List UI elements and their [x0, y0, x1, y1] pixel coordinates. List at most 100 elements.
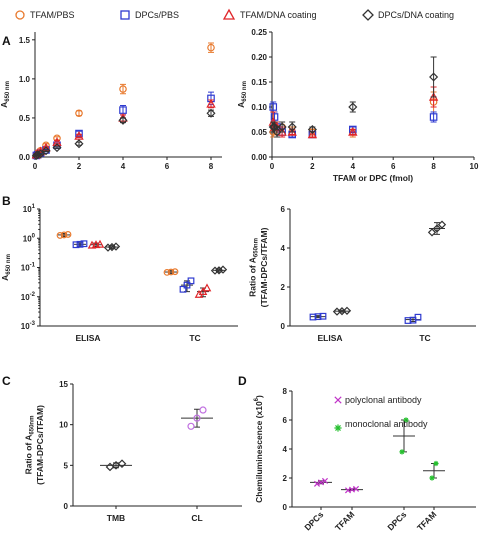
point-dpcs-dna	[277, 122, 287, 132]
point-dpcs-dna	[432, 224, 442, 233]
error-bar-dpcs-dna	[37, 152, 44, 156]
point-tfam-pbs	[171, 268, 179, 276]
x-category-label: TC	[419, 333, 430, 343]
point-polyclonal	[321, 477, 329, 484]
point-dpcs-dna	[103, 243, 113, 252]
point-dpcs-dna	[348, 102, 358, 112]
point-dpcs-dna	[342, 306, 352, 315]
y-axis-label-line1: Ratio of A	[247, 257, 257, 297]
panel-label-b: B	[2, 194, 11, 208]
x-category-label: TC	[189, 333, 200, 343]
point-dpcs-dna	[287, 122, 297, 132]
point-dpcs-dna	[272, 127, 282, 137]
y-axis-label: Chemiluminescence (x106)	[254, 395, 264, 503]
chart-a-right: 0 2 4 6 8 10 0.00 0.05 0.10 0.15 0.20 0.25 A650 nm TF…	[236, 28, 479, 183]
y-tick-label: 10-3	[21, 321, 36, 331]
x-category-label: DPCs	[385, 509, 408, 532]
x-tick-label: 2	[77, 162, 82, 171]
point-dpcs-pbs	[187, 277, 195, 285]
legend-label-dpcs-pbs: DPCs/PBS	[135, 10, 179, 20]
point-tfam-dna	[198, 287, 208, 295]
y-tick-label: 10-2	[21, 292, 36, 302]
y-tick-label: 0.00	[251, 153, 267, 162]
point-monoclonal	[403, 417, 409, 423]
x-tick-label: 6	[391, 162, 396, 171]
point-dpcs-dna	[74, 139, 84, 149]
axis-lines	[289, 209, 476, 327]
y-axis-label-main: Chemiluminescence (x10	[254, 401, 264, 503]
error-bar-dpcs-dna	[54, 146, 60, 149]
point-tfam-pbs	[64, 231, 72, 238]
point-dpcs-dna	[107, 242, 117, 252]
legend-marker-tfam-pbs	[15, 10, 25, 20]
x-tick-label: 8	[431, 162, 436, 171]
point-dpcs-pbs	[269, 103, 278, 111]
legend-label-tfam-dna: TFAM/DNA coating	[240, 10, 317, 20]
point-dpcs-dna	[427, 228, 437, 237]
y-tick-label: 0.5	[19, 114, 31, 123]
y-tick-label: 4	[281, 244, 286, 253]
point-dpcs-pbs	[80, 240, 88, 248]
error-bar-c-tc	[194, 408, 200, 428]
point-dpcs-dna	[268, 122, 278, 132]
y-axis-label: Ratio of A650nm(TFAM-DPCs/TFAM)	[247, 227, 268, 307]
point-dpcs-dna	[118, 115, 128, 125]
x-tick-label: 4	[351, 162, 356, 171]
point-dpcs-dna	[437, 220, 447, 229]
axis-lines	[34, 32, 222, 158]
y-tick-label: 0	[281, 322, 286, 331]
chart-c: 0 5 10 15 TMB CL Ratio of A650nm(TFAM-DPCs/TFA…	[23, 380, 242, 523]
point-dpcs-pbs	[183, 281, 191, 289]
y-axis-label: Ratio of A650nm(TFAM-DPCs/TFAM)	[23, 405, 44, 485]
y-axis-label-sub: 650nm	[29, 416, 35, 435]
y-axis-label-main: A	[0, 275, 10, 281]
y-tick-label: 1.5	[19, 36, 31, 45]
x-category-label: DPCs	[302, 509, 325, 532]
y-tick-base: 10	[21, 264, 30, 273]
point-dpcs-pbs	[414, 313, 422, 321]
y-tick-label: 2	[281, 283, 286, 292]
point-tfam-dna	[74, 130, 84, 140]
y-tick-label: 6	[283, 416, 288, 425]
error-bar-dpcs-dna	[113, 462, 119, 469]
point-tfam-dna	[202, 283, 212, 292]
point-dpcs-dna	[218, 265, 228, 274]
point-monoclonal	[399, 449, 405, 455]
point-tfam-pbs	[207, 43, 215, 52]
x-category-label: CL	[191, 513, 202, 523]
y-tick-label: 100	[23, 233, 36, 243]
point-dpcs-dna	[206, 108, 216, 118]
y-tick-label: 0	[283, 503, 288, 512]
legend: TFAM/PBS DPCs/PBS TFAM/DNA coating DPCs/…	[15, 8, 454, 21]
y-tick-base: 10	[21, 322, 30, 331]
point-dpcs-pbs	[309, 313, 317, 321]
y-tick-label: 8	[283, 387, 288, 396]
point-tfam-pbs	[56, 232, 64, 239]
legend-marker-monoclonal	[334, 424, 342, 432]
point-dpcs-dna	[117, 459, 127, 469]
point-dpcs-dna	[35, 149, 46, 159]
point-dpcs-pbs	[179, 285, 187, 293]
y-tick-exp: -3	[30, 321, 36, 327]
point-dpcs-dna	[41, 146, 51, 156]
y-tick-exp: -1	[30, 263, 36, 269]
x-category-label: TFAM	[333, 509, 356, 532]
y-tick-exp: 1	[32, 204, 36, 210]
x-tick-label: 8	[209, 162, 214, 171]
y-axis-label-sub: 650 nm	[5, 81, 11, 102]
point-dpcs-dna	[111, 242, 121, 251]
y-axis-label-line2: (TFAM-DPCs/TFAM)	[259, 227, 269, 307]
y-axis-label-main: A	[236, 102, 246, 108]
y-tick-label: 101	[23, 204, 36, 214]
legend-marker-tfam-dna	[222, 8, 236, 20]
point-dpcs-pbs	[429, 113, 438, 121]
y-tick-base: 10	[21, 293, 30, 302]
point-dpcs-pbs	[404, 317, 412, 324]
chart-b-right: 0 2 4 6 ELISA TC Ratio of A650nm(TFAM-DPCs/TFA…	[247, 205, 476, 343]
panel-label-d: D	[238, 374, 247, 388]
x-category-label: ELISA	[317, 333, 342, 343]
point-polyclonal	[317, 479, 325, 486]
point-tfam-pbs	[167, 268, 175, 276]
point-dpcs-pbs	[319, 312, 327, 320]
